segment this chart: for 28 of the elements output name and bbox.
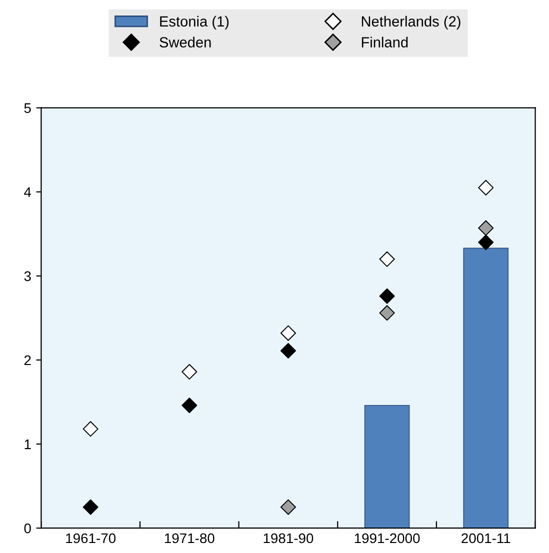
y-tick-label: 5 — [24, 103, 31, 114]
x-tick-label: 1991-2000 — [354, 533, 420, 544]
point — [379, 251, 395, 267]
y-tick-label: 0 — [24, 523, 31, 534]
point — [478, 220, 494, 236]
point — [280, 342, 296, 359]
x-tick-label: 1971-80 — [164, 533, 214, 544]
point — [478, 180, 494, 196]
y-tick-label: 1 — [24, 440, 31, 450]
x-tick-label: 1981-90 — [264, 533, 314, 544]
point — [478, 234, 494, 250]
point — [82, 421, 98, 437]
legend-label: Estonia (1) — [160, 16, 229, 30]
y-tick-label: 3 — [24, 271, 31, 282]
point — [280, 499, 296, 515]
point — [182, 364, 198, 380]
y-tick-label: 4 — [24, 187, 32, 197]
legend-label: Sweden — [160, 36, 211, 48]
y-tick-label: 2 — [24, 355, 31, 366]
x-tick-label: 1961-70 — [66, 533, 116, 544]
legend-label: Finland — [362, 36, 408, 48]
point — [379, 305, 395, 321]
point — [82, 499, 98, 515]
point — [182, 398, 198, 414]
x-tick-label: 2001-11 — [462, 533, 510, 544]
point — [280, 325, 296, 341]
point — [379, 288, 395, 304]
legend-label: Netherlands (2) — [362, 16, 460, 30]
